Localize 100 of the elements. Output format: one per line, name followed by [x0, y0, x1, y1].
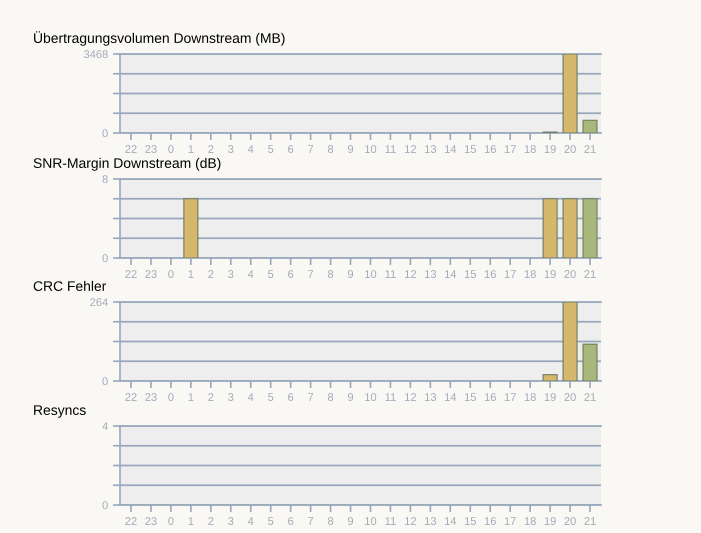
x-tick-label: 6 [288, 145, 294, 153]
x-tick-label: 18 [524, 393, 536, 401]
bar [542, 374, 558, 381]
x-tick-label: 8 [328, 270, 334, 278]
x-tick-label: 21 [584, 517, 596, 525]
x-tick-label: 5 [268, 517, 274, 525]
chart-title: Resyncs [34, 405, 86, 418]
x-tick-label: 16 [484, 270, 496, 278]
y-tick-label: 264 [90, 298, 108, 306]
x-tick-label: 17 [504, 393, 516, 401]
x-tick-label: 16 [484, 393, 496, 401]
x-tick-label: 15 [464, 517, 476, 525]
x-tick-label: 19 [544, 393, 556, 401]
x-tick-label: 3 [228, 145, 234, 153]
x-tick-label: 9 [348, 145, 354, 153]
x-tick-label: 17 [504, 270, 516, 278]
x-tick-label: 18 [524, 517, 536, 525]
x-tick-label: 10 [365, 145, 376, 153]
x-tick-label: 3 [228, 270, 234, 278]
x-tick-label: 12 [405, 393, 416, 401]
x-tick-label: 13 [425, 517, 436, 525]
x-tick-label: 12 [405, 145, 416, 153]
chart-title: Übertragungsvolumen Downstream (MB) [34, 31, 285, 46]
x-tick-label: 7 [308, 393, 314, 401]
x-tick-label: 19 [544, 270, 556, 278]
chart-title: CRC Fehler [34, 280, 106, 292]
x-tick-label: 20 [564, 270, 576, 278]
x-tick-label: 23 [145, 145, 157, 153]
x-tick-label: 8 [328, 517, 334, 525]
x-tick-label: 10 [365, 517, 376, 525]
x-tick-label: 6 [288, 517, 294, 525]
x-tick-label: 1 [188, 270, 194, 278]
x-tick-label: 17 [504, 145, 516, 153]
x-tick-label: 2 [208, 517, 214, 525]
x-tick-label: 12 [405, 517, 416, 525]
x-tick-label: 16 [484, 517, 496, 525]
x-tick-label: 1 [188, 393, 194, 401]
x-tick-label: 10 [365, 393, 376, 401]
x-tick-label: 0 [168, 270, 174, 278]
x-tick-label: 15 [464, 145, 476, 153]
y-tick-label: 0 [102, 254, 108, 262]
y-tick-label: 0 [102, 377, 108, 386]
y-tick-label: 4 [102, 422, 108, 430]
x-tick-label: 4 [248, 145, 254, 153]
x-tick-label: 15 [464, 393, 476, 401]
x-tick-label: 5 [268, 145, 274, 153]
x-tick-label: 10 [365, 270, 376, 278]
x-tick-label: 13 [425, 270, 436, 278]
bar [582, 120, 598, 133]
x-tick-label: 4 [248, 517, 254, 525]
x-tick-label: 15 [464, 270, 476, 278]
x-tick-label: 18 [524, 270, 536, 278]
x-tick-label: 4 [248, 393, 254, 401]
y-tick-label: 0 [102, 501, 108, 510]
x-tick-label: 4 [248, 270, 254, 278]
x-tick-label: 0 [168, 517, 174, 525]
x-tick-label: 9 [348, 517, 354, 525]
x-tick-label: 13 [425, 145, 436, 153]
x-tick-label: 13 [425, 393, 436, 401]
x-tick-label: 20 [564, 393, 576, 401]
x-tick-label: 2 [208, 145, 214, 153]
x-tick-label: 5 [268, 393, 274, 401]
x-tick-label: 11 [386, 145, 396, 153]
x-tick-label: 11 [386, 270, 396, 278]
y-tick-label: 8 [102, 175, 108, 184]
x-tick-label: 11 [386, 517, 396, 525]
x-tick-label: 19 [544, 517, 556, 525]
x-tick-label: 14 [444, 517, 456, 525]
x-tick-label: 21 [584, 145, 596, 153]
bar [582, 344, 598, 381]
x-tick-label: 1 [188, 145, 194, 153]
x-tick-label: 6 [288, 270, 294, 278]
x-tick-label: 21 [584, 393, 596, 401]
x-tick-label: 0 [168, 393, 174, 401]
y-tick-label: 0 [102, 129, 108, 138]
x-tick-label: 23 [145, 517, 157, 525]
x-tick-label: 7 [308, 270, 314, 278]
x-tick-label: 19 [544, 145, 556, 153]
x-tick-label: 20 [564, 517, 576, 525]
x-tick-label: 12 [405, 270, 416, 278]
chart-title: SNR-Margin Downstream (dB) [34, 158, 220, 171]
x-tick-label: 2 [208, 393, 214, 401]
x-tick-label: 14 [444, 393, 456, 401]
x-tick-label: 17 [504, 517, 516, 525]
x-tick-label: 20 [564, 145, 576, 153]
x-tick-label: 21 [584, 270, 596, 278]
x-tick-label: 7 [308, 145, 314, 153]
x-tick-label: 23 [145, 270, 157, 278]
x-tick-label: 14 [444, 145, 456, 153]
bar [562, 302, 578, 381]
bar [562, 54, 578, 133]
x-tick-label: 22 [125, 517, 137, 525]
x-tick-label: 22 [125, 393, 137, 401]
y-tick-label: 3468 [84, 50, 108, 58]
x-tick-label: 6 [288, 393, 294, 401]
x-tick-label: 3 [228, 517, 234, 525]
x-tick-label: 2 [208, 270, 214, 278]
x-tick-label: 8 [328, 145, 334, 153]
x-tick-label: 22 [125, 145, 137, 153]
x-tick-label: 7 [308, 517, 314, 525]
